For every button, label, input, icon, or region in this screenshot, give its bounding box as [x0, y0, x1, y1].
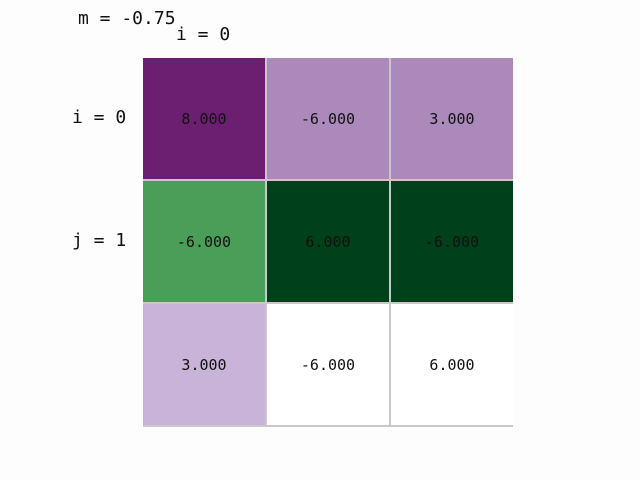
heatmap-cell-0-2: 3.000: [391, 58, 513, 179]
heatmap-cell-0-1: -6.000: [267, 58, 389, 179]
row-label-1: j = 1: [72, 230, 127, 251]
column-label-0: i = 0: [176, 24, 231, 45]
heatmap-cell-1-0: -6.000: [143, 181, 265, 302]
heatmap-cell-value: 3.000: [181, 355, 227, 374]
heatmap-cell-value: 8.000: [181, 109, 227, 128]
heatmap-cell-value: 6.000: [305, 232, 351, 251]
row-label-0: i = 0: [72, 107, 127, 128]
heatmap-cell-1-2: -6.000: [391, 181, 513, 302]
heatmap-cell-value: 6.000: [429, 355, 475, 374]
heatmap-grid: 8.000 -6.000 3.000 -6.000 6.000 -6.000 3.000 -6…: [143, 58, 513, 427]
heatmap-cell-2-2: 6.000: [391, 304, 513, 425]
heatmap-cell-2-1: -6.000: [267, 304, 389, 425]
heatmap-cell-value: -6.000: [176, 232, 232, 251]
heatmap-cell-2-0: 3.000: [143, 304, 265, 425]
heatmap-cell-value: -6.000: [424, 232, 480, 251]
heatmap-cell-0-0: 8.000: [143, 58, 265, 179]
heatmap-cell-value: -6.000: [300, 355, 356, 374]
heatmap-cell-value: 3.000: [429, 109, 475, 128]
chart-title: m = -0.75: [78, 8, 176, 29]
heatmap-cell-value: -6.000: [300, 109, 356, 128]
heatmap-cell-1-1: 6.000: [267, 181, 389, 302]
